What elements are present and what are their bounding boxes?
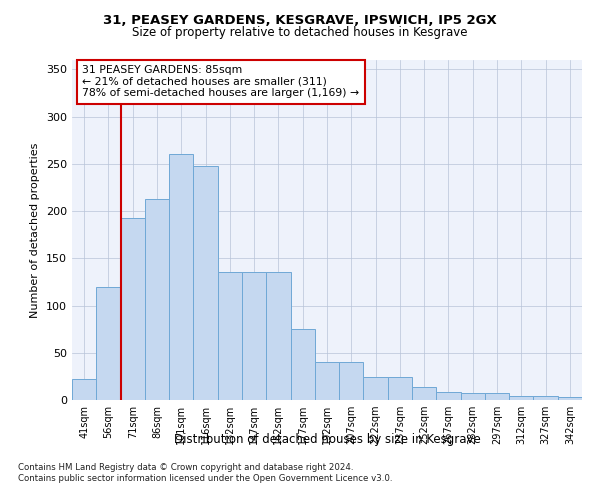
Bar — [436, 392, 461, 400]
Text: Contains public sector information licensed under the Open Government Licence v3: Contains public sector information licen… — [18, 474, 392, 483]
Bar — [315, 362, 339, 400]
Text: Distribution of detached houses by size in Kesgrave: Distribution of detached houses by size … — [173, 432, 481, 446]
Text: 31 PEASEY GARDENS: 85sqm
← 21% of detached houses are smaller (311)
78% of semi-: 31 PEASEY GARDENS: 85sqm ← 21% of detach… — [82, 65, 359, 98]
Text: Size of property relative to detached houses in Kesgrave: Size of property relative to detached ho… — [132, 26, 468, 39]
Bar — [266, 272, 290, 400]
Bar — [242, 272, 266, 400]
Bar — [339, 362, 364, 400]
Bar — [509, 396, 533, 400]
Bar — [533, 396, 558, 400]
Bar — [461, 394, 485, 400]
Bar — [388, 378, 412, 400]
Bar — [364, 378, 388, 400]
Text: Contains HM Land Registry data © Crown copyright and database right 2024.: Contains HM Land Registry data © Crown c… — [18, 462, 353, 471]
Bar — [218, 272, 242, 400]
Bar — [412, 387, 436, 400]
Bar — [290, 329, 315, 400]
Bar — [145, 199, 169, 400]
Bar — [72, 379, 96, 400]
Y-axis label: Number of detached properties: Number of detached properties — [31, 142, 40, 318]
Bar — [96, 286, 121, 400]
Bar — [169, 154, 193, 400]
Bar — [121, 218, 145, 400]
Text: 31, PEASEY GARDENS, KESGRAVE, IPSWICH, IP5 2GX: 31, PEASEY GARDENS, KESGRAVE, IPSWICH, I… — [103, 14, 497, 27]
Bar — [193, 166, 218, 400]
Bar — [558, 397, 582, 400]
Bar — [485, 394, 509, 400]
